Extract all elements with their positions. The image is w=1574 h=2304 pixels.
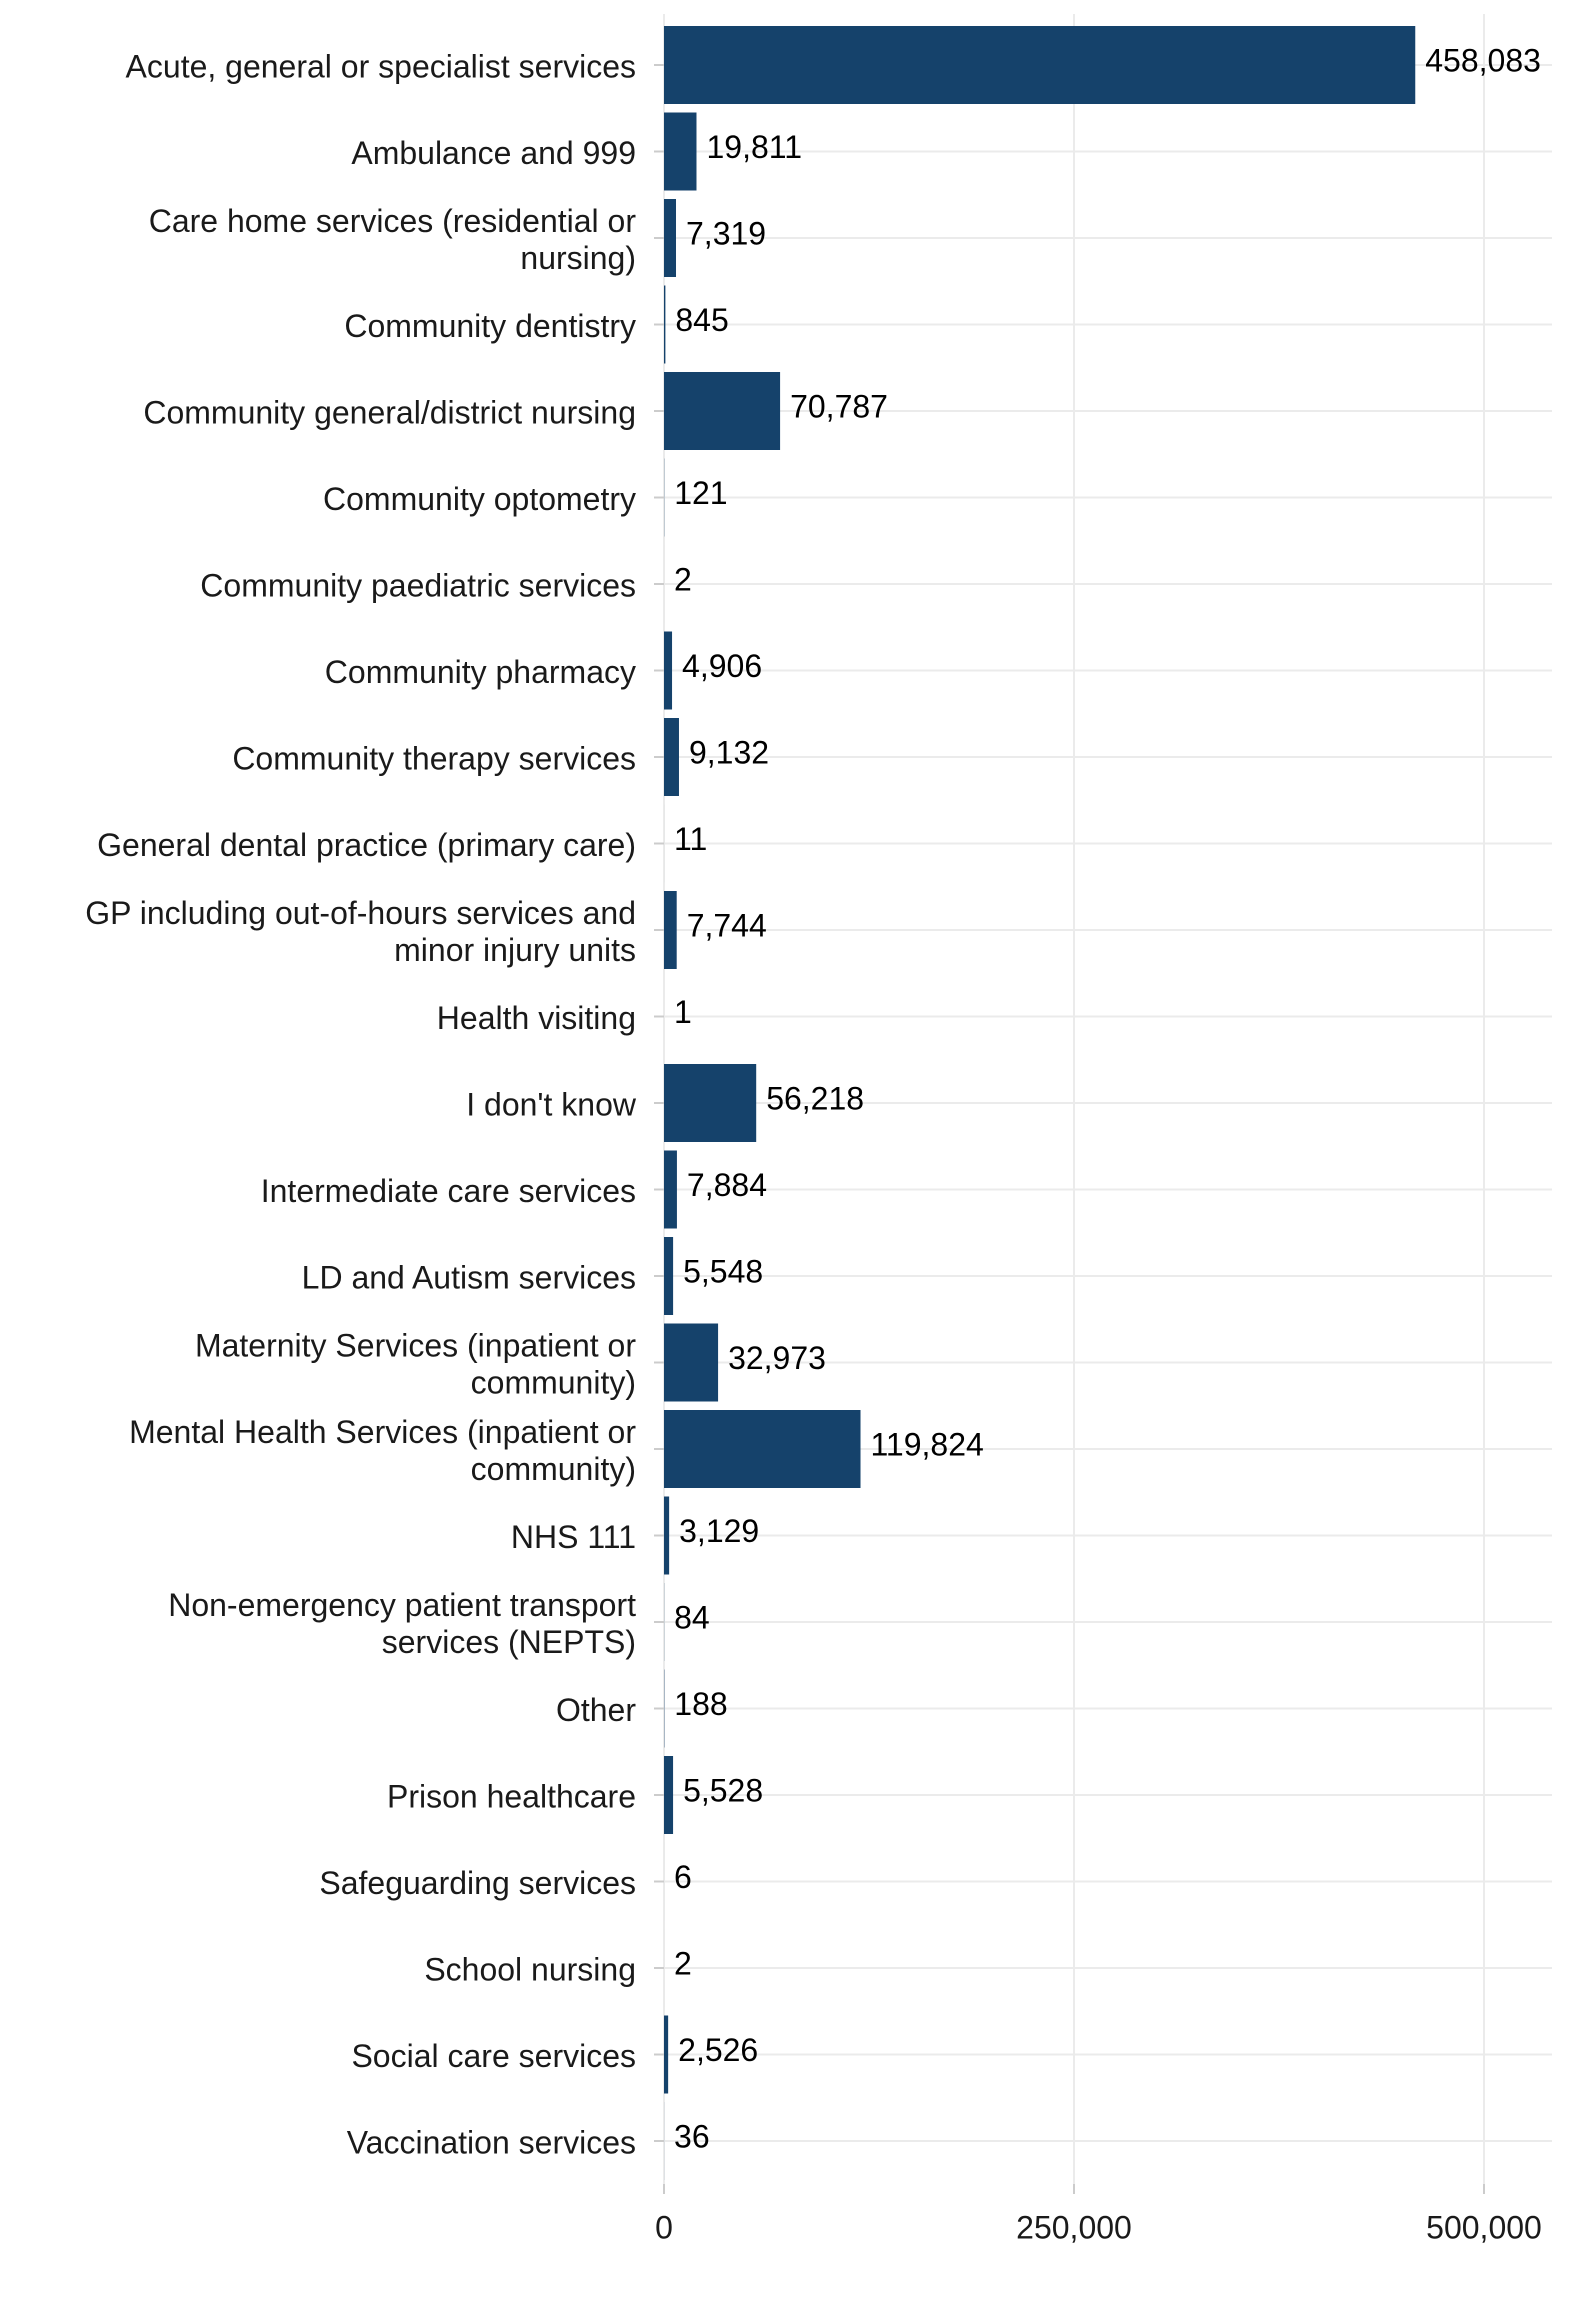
x-tick-label: 500,000 bbox=[1426, 2209, 1542, 2245]
x-axis-tick-labels: 0 250,000 500,000 bbox=[655, 2184, 1542, 2245]
x-tick-label: 250,000 bbox=[1016, 2209, 1132, 2245]
bar bbox=[664, 1150, 677, 1229]
category-label: Ambulance and 999 bbox=[351, 135, 636, 171]
grid-lines bbox=[654, 14, 1552, 2184]
value-label: 1 bbox=[674, 994, 692, 1030]
value-label: 121 bbox=[674, 475, 727, 511]
category-label: Vaccination services bbox=[347, 2124, 636, 2160]
bar bbox=[664, 1496, 670, 1575]
bar bbox=[664, 1323, 719, 1402]
bar bbox=[664, 1410, 861, 1488]
category-label: School nursing bbox=[424, 1951, 636, 1987]
category-label: Community therapy services bbox=[232, 740, 636, 776]
bar bbox=[664, 2015, 669, 2094]
bar bbox=[664, 26, 1416, 104]
value-label: 7,884 bbox=[687, 1167, 767, 1203]
category-label: GP including out-of-hours services and mi… bbox=[85, 895, 636, 968]
value-label: 3,129 bbox=[679, 1513, 759, 1549]
value-label: 70,787 bbox=[790, 388, 888, 424]
value-label: 36 bbox=[674, 2118, 710, 2154]
category-label: Community general/district nursing bbox=[143, 394, 636, 430]
bars bbox=[664, 26, 1416, 2180]
category-label: Social care services bbox=[351, 2038, 636, 2074]
bar bbox=[664, 631, 673, 710]
category-label: Care home services (residential or nursin… bbox=[149, 203, 637, 276]
value-label: 2 bbox=[674, 561, 692, 597]
value-label: 11 bbox=[674, 821, 707, 857]
bar bbox=[664, 372, 781, 450]
category-labels: Acute, general or specialist services Amb… bbox=[85, 48, 637, 2160]
category-label: Mental Health Services (inpatient or comm… bbox=[129, 1414, 636, 1487]
bar bbox=[664, 1756, 674, 1834]
value-label: 7,744 bbox=[687, 907, 767, 943]
category-label: Community dentistry bbox=[344, 308, 636, 344]
x-tick-label: 0 bbox=[655, 2209, 673, 2245]
category-label: Other bbox=[556, 1692, 636, 1728]
category-label: Community optometry bbox=[323, 481, 636, 517]
value-label: 2,526 bbox=[678, 2032, 758, 2068]
value-label: 7,319 bbox=[686, 215, 766, 251]
bar bbox=[664, 1064, 757, 1142]
value-label: 84 bbox=[674, 1599, 710, 1635]
value-label: 188 bbox=[674, 1686, 727, 1722]
category-label: LD and Autism services bbox=[302, 1259, 636, 1295]
value-label: 19,811 bbox=[706, 129, 802, 165]
value-label: 845 bbox=[675, 302, 728, 338]
value-label: 119,824 bbox=[871, 1426, 984, 1462]
value-label: 56,218 bbox=[766, 1080, 864, 1116]
category-label: Intermediate care services bbox=[261, 1173, 636, 1209]
bar bbox=[664, 112, 697, 191]
bar bbox=[664, 199, 677, 277]
value-label: 5,548 bbox=[683, 1253, 763, 1289]
value-label: 6 bbox=[674, 1859, 692, 1895]
category-label: Safeguarding services bbox=[319, 1865, 636, 1901]
value-label: 2 bbox=[674, 1945, 692, 1981]
value-label: 9,132 bbox=[689, 734, 769, 770]
value-label: 32,973 bbox=[728, 1340, 826, 1376]
value-label: 458,083 bbox=[1425, 42, 1541, 78]
bar bbox=[664, 891, 677, 969]
category-label: NHS 111 bbox=[511, 1519, 636, 1555]
bar bbox=[664, 285, 666, 364]
value-label: 5,528 bbox=[683, 1772, 763, 1808]
category-label: Non-emergency patient transport services … bbox=[168, 1587, 636, 1660]
category-label: Prison healthcare bbox=[387, 1778, 636, 1814]
category-label: General dental practice (primary care) bbox=[97, 827, 636, 863]
category-label: I don't know bbox=[466, 1086, 637, 1122]
category-label: Community paediatric services bbox=[200, 567, 636, 603]
bar bbox=[664, 1237, 674, 1315]
category-label: Acute, general or specialist services bbox=[126, 48, 636, 84]
value-labels: 458,083 19,811 7,319 845 70,787 121 2 4,906 9,13… bbox=[674, 42, 1541, 2154]
category-label: Health visiting bbox=[437, 1000, 636, 1036]
category-label: Maternity Services (inpatient or communit… bbox=[195, 1327, 636, 1400]
category-label: Community pharmacy bbox=[325, 654, 636, 690]
value-label: 4,906 bbox=[682, 648, 762, 684]
bar bbox=[664, 718, 679, 796]
